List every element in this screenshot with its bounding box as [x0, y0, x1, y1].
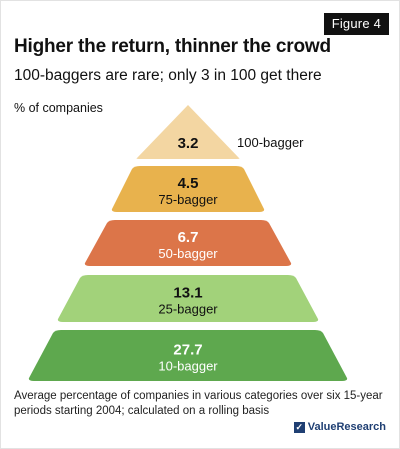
footnote: Average percentage of companies in vario… [14, 390, 383, 417]
pyramid-tier-25-bagger [57, 275, 319, 322]
figure-label: Figure 4 [323, 13, 389, 35]
chart-title: Higher the return, thinner the crowd [14, 36, 331, 57]
tier-category-label: 50-bagger [158, 246, 218, 261]
unit-label: % of companies [14, 101, 103, 115]
tier-value-label: 6.7 [178, 229, 199, 246]
tier-category-label: 25-bagger [158, 302, 218, 317]
tier-value-label: 3.2 [178, 135, 199, 152]
pyramid-tier-10-bagger [28, 330, 348, 381]
tier-category-label: 75-bagger [158, 192, 218, 207]
chart-subtitle: 100-baggers are rare; only 3 in 100 get … [14, 67, 322, 84]
tier-value-label: 4.5 [178, 175, 199, 192]
checkmark-icon: ✓ [293, 421, 305, 433]
tier-value-label: 13.1 [173, 285, 202, 302]
pyramid-tier-100-bagger [136, 105, 240, 159]
tier-value-label: 27.7 [173, 342, 202, 359]
pyramid-tier-75-bagger [111, 166, 265, 212]
pyramid-tier-50-bagger [84, 220, 292, 266]
tier-category-label: 100-bagger [237, 135, 304, 150]
brand-logo: ✓ ValueResearch [293, 421, 386, 433]
tier-category-label: 10-bagger [158, 359, 218, 374]
brand-logo-text: ValueResearch [307, 421, 386, 433]
